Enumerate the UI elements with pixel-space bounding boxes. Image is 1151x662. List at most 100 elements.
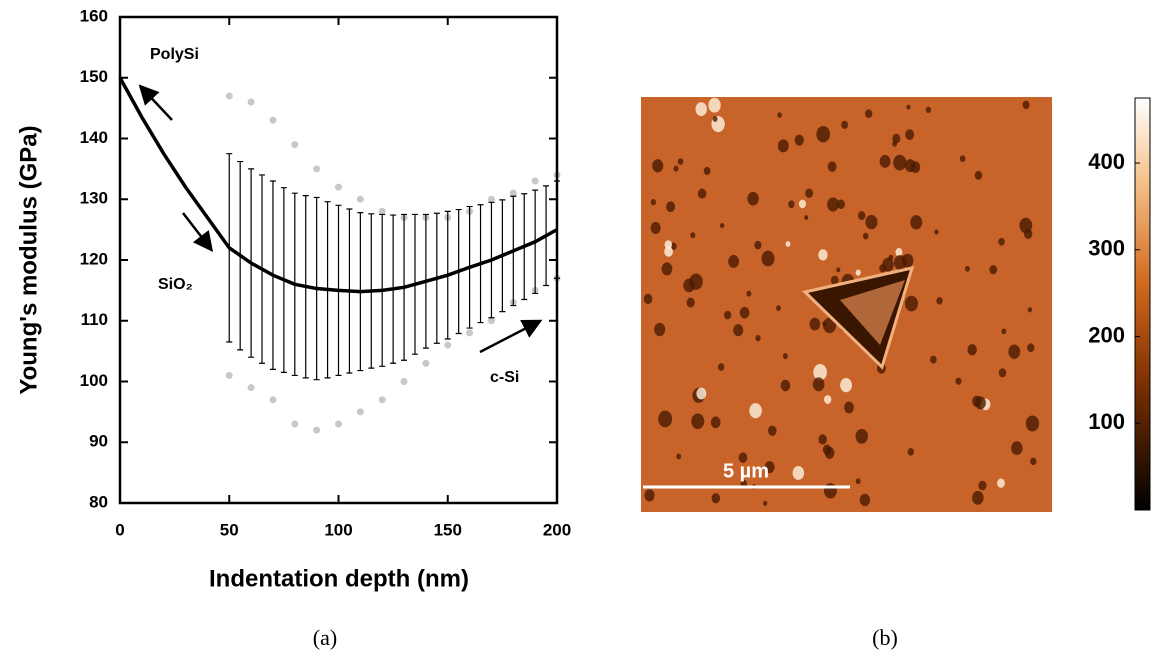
scatter-point <box>247 384 255 392</box>
arrow <box>138 84 173 121</box>
spot <box>998 237 1005 246</box>
spot <box>690 232 696 239</box>
spot <box>865 214 878 230</box>
scatter-point <box>487 195 495 203</box>
y-tick-label: 80 <box>89 492 108 511</box>
spot <box>862 232 869 240</box>
spot <box>1019 217 1033 234</box>
spot <box>650 199 656 206</box>
spot <box>855 478 861 485</box>
spot <box>1025 415 1040 432</box>
y-tick-label: 90 <box>89 432 108 451</box>
scatter-point <box>313 426 321 434</box>
spot <box>974 396 986 410</box>
scatter-point <box>422 359 430 367</box>
spot <box>644 489 655 502</box>
spot <box>805 188 814 199</box>
spot <box>695 102 707 116</box>
spot <box>718 363 725 371</box>
scatter-point <box>378 207 386 215</box>
spot <box>893 154 907 171</box>
spot <box>827 161 837 172</box>
spot <box>888 254 894 261</box>
spot <box>661 262 673 276</box>
scatter-point <box>509 189 517 197</box>
spot <box>804 215 809 220</box>
spot <box>747 191 759 206</box>
spot <box>934 229 939 235</box>
spot <box>997 478 1005 488</box>
spot <box>754 240 762 250</box>
scatter-point <box>291 420 299 428</box>
spot <box>840 377 852 393</box>
spot <box>658 410 673 428</box>
spot <box>763 500 768 506</box>
spot <box>879 154 891 168</box>
spot <box>768 425 777 436</box>
scatter-point <box>269 396 277 404</box>
spot <box>836 199 845 210</box>
spot <box>643 293 653 305</box>
y-tick-label: 100 <box>80 371 108 390</box>
spot <box>728 254 740 268</box>
spot <box>959 155 966 163</box>
colorbar <box>1134 97 1151 511</box>
spot <box>764 461 775 474</box>
spot <box>812 377 825 392</box>
spot <box>967 344 977 356</box>
spot <box>1027 307 1033 313</box>
spot <box>906 104 911 110</box>
scatter-point <box>291 141 299 149</box>
spot <box>792 466 805 480</box>
spot <box>836 267 841 273</box>
spot <box>818 434 827 445</box>
spot <box>892 140 898 147</box>
spot <box>822 321 827 327</box>
spot <box>677 158 684 165</box>
y-tick-label: 160 <box>80 6 108 25</box>
spot <box>998 368 1007 378</box>
spot <box>907 448 914 456</box>
spot <box>1001 328 1007 335</box>
spot <box>882 257 894 272</box>
spot <box>818 249 828 261</box>
colorbar-tick-label: 200 <box>1088 322 1125 347</box>
spot <box>755 334 761 342</box>
spot <box>895 248 903 257</box>
scatter-point <box>356 195 364 203</box>
annotation: c-Si <box>490 369 519 386</box>
spot <box>749 403 762 419</box>
spot <box>809 317 821 331</box>
scatter-point <box>225 92 233 100</box>
spot <box>859 493 871 507</box>
spot <box>855 428 868 444</box>
spot <box>936 297 943 305</box>
spot <box>788 200 795 209</box>
spot <box>652 159 664 173</box>
spot <box>696 387 707 400</box>
scatter-point <box>335 183 342 191</box>
colorbar-tick-label: 300 <box>1088 236 1125 261</box>
x-tick-label: 0 <box>115 520 124 539</box>
spot <box>865 109 873 118</box>
spot <box>798 199 807 209</box>
spot <box>782 353 788 360</box>
y-tick-label: 120 <box>80 249 108 268</box>
spot <box>650 221 661 235</box>
x-tick-label: 50 <box>220 520 239 539</box>
y-tick-label: 110 <box>81 310 108 329</box>
y-tick-label: 130 <box>80 189 108 208</box>
scatter-point <box>335 420 342 428</box>
spot <box>777 139 789 153</box>
colorbar-tick-label: 400 <box>1088 149 1125 174</box>
x-tick-label: 150 <box>434 520 462 539</box>
spot <box>691 413 705 430</box>
spot <box>965 265 970 272</box>
spot <box>724 310 732 320</box>
spot <box>1008 344 1021 359</box>
spot <box>777 112 782 118</box>
colorbar-tick-label: 100 <box>1088 409 1125 434</box>
spot <box>904 295 919 312</box>
spot <box>978 480 987 491</box>
